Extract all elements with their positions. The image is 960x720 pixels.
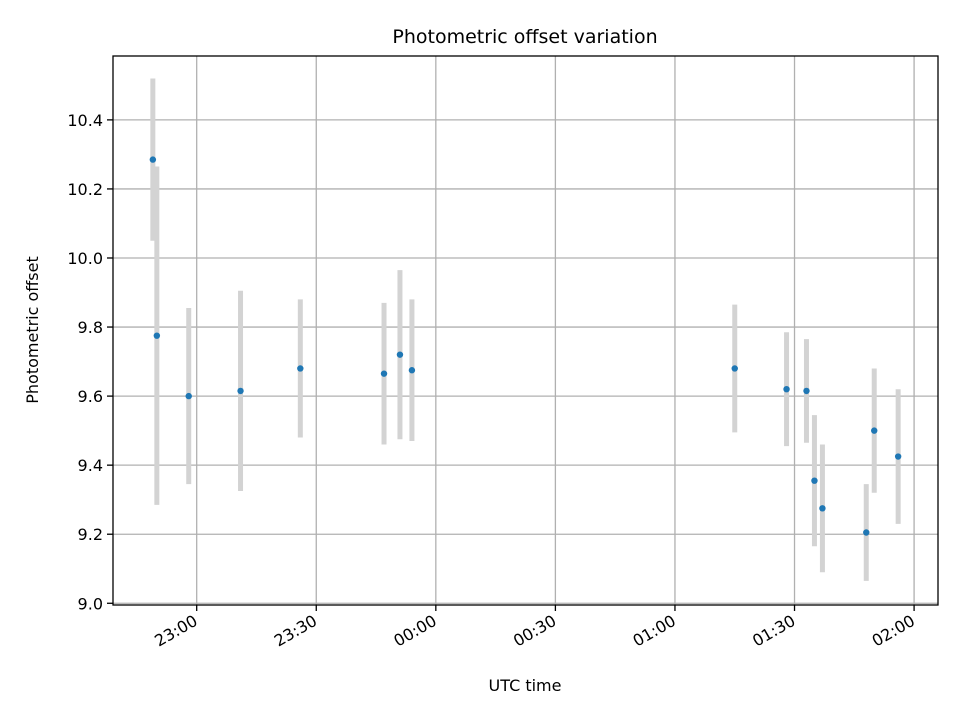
data-point	[396, 351, 404, 358]
y-tick-label: 10.4	[67, 111, 103, 130]
data-point	[408, 367, 416, 374]
data-point	[380, 370, 388, 377]
y-axis-label: Photometric offset	[23, 256, 42, 404]
data-point	[819, 505, 826, 512]
data-point	[803, 387, 810, 395]
y-tick-label: 10.0	[67, 249, 103, 268]
data-point	[863, 529, 870, 536]
grid-lines	[113, 56, 938, 605]
data-point	[731, 365, 738, 372]
y-tick-label: 9.4	[78, 456, 103, 475]
y-axis-ticks: 9.0 9.2 9.4 9.6 9.8 10.0 10.2 10.4	[67, 111, 113, 613]
data-point	[237, 387, 244, 395]
data-point	[811, 477, 818, 484]
data-points	[149, 156, 902, 536]
data-point	[149, 156, 157, 163]
y-tick-label: 9.8	[78, 318, 103, 337]
plot-frame	[112, 55, 939, 606]
data-point	[185, 392, 192, 400]
data-point	[153, 332, 161, 339]
data-point	[871, 427, 878, 434]
y-tick-label: 9.0	[78, 594, 103, 613]
data-point	[894, 453, 902, 460]
data-point	[297, 365, 304, 372]
y-tick-label: 9.2	[78, 525, 103, 544]
chart-title: Photometric offset variation	[392, 26, 657, 48]
y-tick-label: 9.6	[78, 387, 103, 406]
data-point	[783, 385, 790, 393]
y-tick-label: 10.2	[67, 180, 103, 199]
x-axis-label: UTC time	[489, 676, 562, 695]
